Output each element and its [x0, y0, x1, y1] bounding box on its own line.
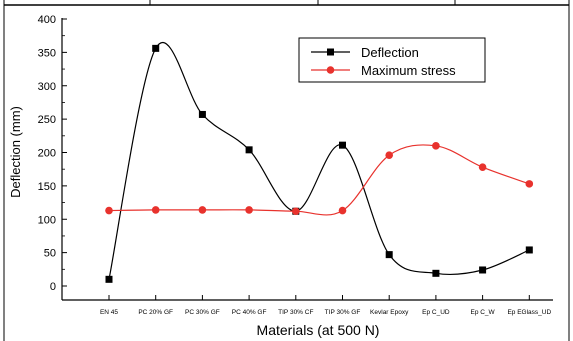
axes: 0 50 100 150 200 250 300 350 400 EN 45 PC 20% GF PC… [38, 14, 553, 316]
deflection-point [385, 251, 393, 259]
deflection-point [245, 146, 253, 154]
y-tick-label: 150 [38, 181, 56, 193]
y-tick-label: 0 [50, 281, 56, 293]
x-tick-label: PC 40% GF [232, 309, 267, 316]
legend: Deflection Maximum stress [298, 37, 486, 83]
maximum-stress-point [245, 206, 253, 214]
x-tick-label: TIP 30% GF [325, 309, 361, 316]
y-tick-label: 350 [38, 47, 56, 59]
maximum-stress-point [198, 206, 207, 214]
maximum-stress-point [151, 206, 160, 214]
legend-marker-deflection [327, 48, 334, 56]
y-tick-label: 50 [44, 248, 56, 260]
top-table-border [3, 0, 570, 341]
maximum-stress-point [525, 180, 534, 188]
maximum-stress-line [108, 144, 530, 216]
deflection-point [105, 275, 113, 283]
x-tick-label: Ep C_W [470, 309, 495, 316]
deflection-point [339, 141, 346, 149]
legend-label-maximum-stress: Maximum stress [361, 63, 456, 78]
deflection-point [479, 266, 487, 274]
series-layer [105, 41, 534, 283]
maximum-stress-point [385, 151, 394, 159]
x-tick-label: Kevlar Epoxy [370, 309, 409, 316]
legend-box [298, 37, 486, 83]
x-tick-label: PC 30% GF [185, 309, 220, 316]
y-tick-label: 100 [38, 214, 56, 226]
deflection-point [152, 44, 160, 52]
maximum-stress-point [478, 163, 487, 171]
legend-marker-maximum-stress [326, 66, 335, 74]
y-tick-label: 300 [38, 81, 56, 93]
x-tick-label: Ep C_UD [422, 309, 450, 316]
y-axis-label: Deflection (mm) [8, 106, 23, 198]
deflection-point [198, 110, 206, 118]
maximum-stress-point [338, 206, 347, 215]
x-axis-label: Materials (at 500 N) [257, 322, 380, 338]
deflection-point [525, 246, 533, 254]
x-tick-label: PC 20% GF [138, 309, 173, 316]
maximum-stress-point [105, 206, 113, 215]
y-tick-label: 200 [38, 148, 56, 160]
maximum-stress-point [292, 207, 300, 216]
y-tick-label: 400 [38, 14, 56, 26]
x-tick-label: EN 45 [100, 309, 118, 316]
legend-label-deflection: Deflection [361, 45, 419, 60]
x-tick-label: TIP 30% CF [278, 309, 313, 316]
y-tick-label: 250 [38, 114, 56, 126]
deflection-point [432, 269, 440, 277]
maximum-stress-point [432, 142, 440, 150]
x-tick-label: Ep EGlass_UD [507, 309, 551, 316]
